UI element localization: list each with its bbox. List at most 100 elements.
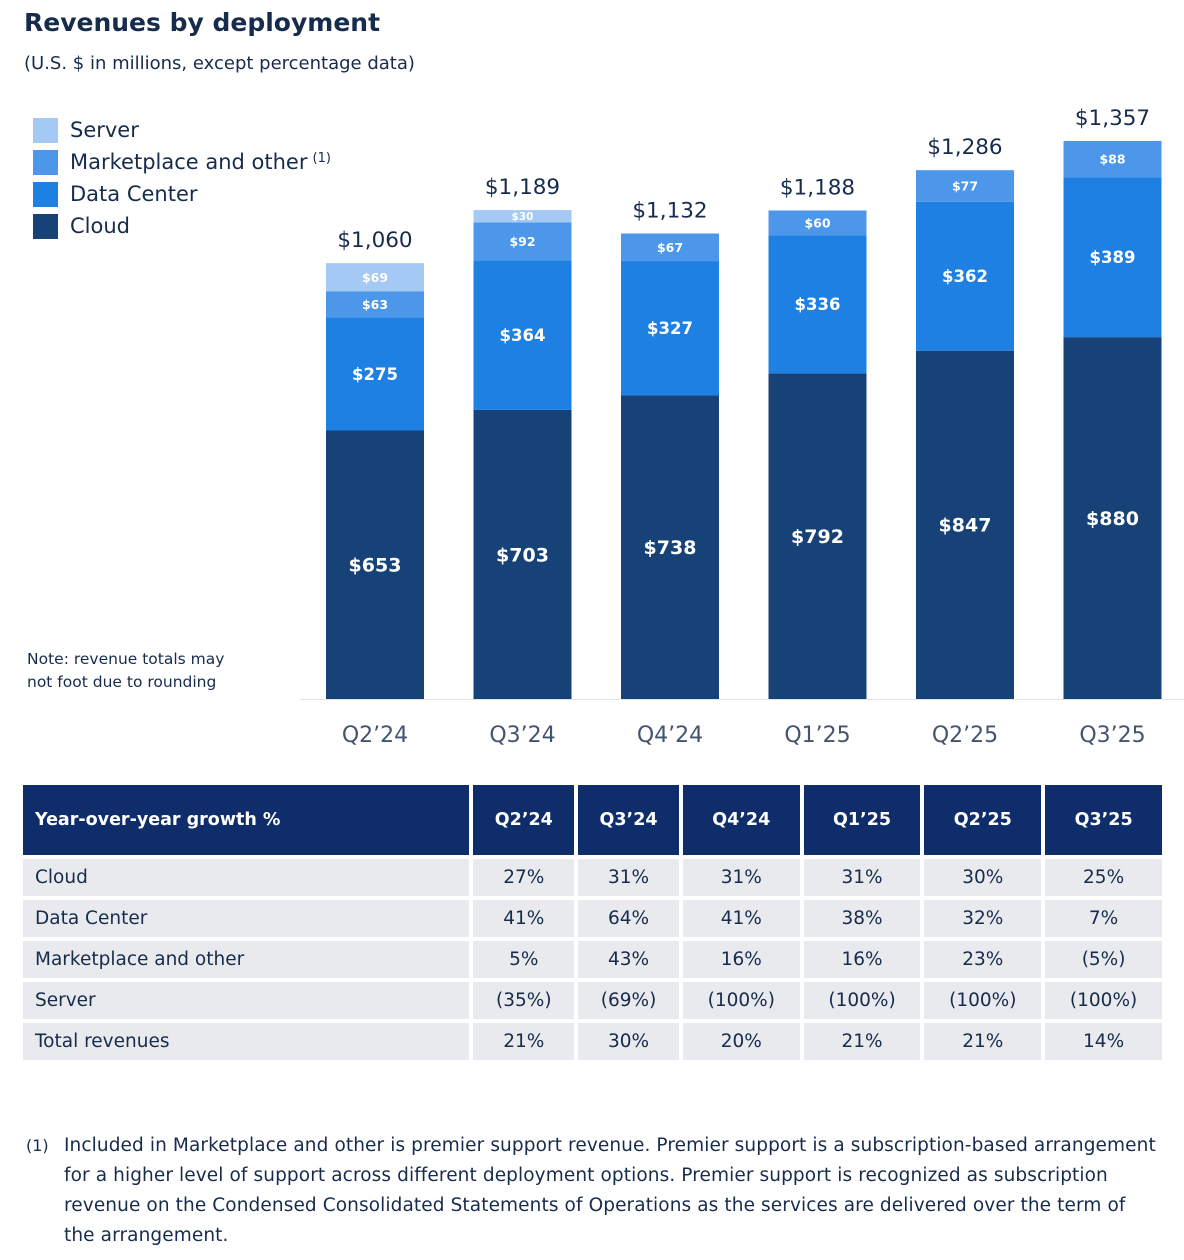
- legend-label-data-center: Data Center: [70, 182, 198, 206]
- table-cell: 23%: [924, 941, 1042, 978]
- table-row-label: Marketplace and other: [23, 941, 470, 978]
- table-cell: (100%): [1045, 982, 1162, 1019]
- legend-item-cloud: Cloud: [33, 210, 331, 242]
- table-cell: 64%: [578, 900, 679, 937]
- x-tick-label: Q1’25: [784, 723, 850, 748]
- table-cell: 30%: [578, 1023, 679, 1060]
- bar-cloud: [916, 350, 1014, 699]
- data-label-data-center: $364: [500, 326, 546, 345]
- footnote-marker: (1): [26, 1136, 49, 1155]
- table-header-row: Year-over-year growth % Q2’24 Q3’24 Q4’2…: [23, 785, 1162, 855]
- data-label-marketplace-and-other: $60: [804, 215, 830, 230]
- table-cell: 25%: [1045, 859, 1162, 896]
- footnote: (1) Included in Marketplace and other is…: [26, 1131, 1156, 1251]
- bar-marketplace-and-other: [473, 222, 572, 261]
- table-row-label: Server: [23, 982, 470, 1019]
- bar-data-center: [473, 260, 572, 410]
- data-label-cloud: $847: [939, 515, 992, 537]
- x-tick-label: Q2’24: [342, 723, 408, 748]
- bar-cloud: [326, 430, 424, 699]
- table-cell: 38%: [803, 900, 921, 937]
- table-row: Cloud 27% 31% 31% 31% 30% 25%: [23, 859, 1162, 896]
- total-label: $1,357: [1075, 106, 1150, 131]
- table-cell: 20%: [682, 1023, 800, 1060]
- x-tick-label: Q4’24: [637, 723, 703, 748]
- table-cell: 5%: [473, 941, 575, 978]
- data-label-data-center: $327: [647, 319, 693, 338]
- data-label-data-center: $336: [795, 295, 841, 314]
- table-row: Server (35%) (69%) (100%) (100%) (100%) (100%): [23, 982, 1162, 1019]
- table-header-q1-25: Q1’25: [803, 785, 921, 855]
- table-cell: 41%: [473, 900, 575, 937]
- total-label: $1,189: [485, 175, 560, 200]
- data-label-cloud: $738: [644, 537, 697, 559]
- bar-marketplace-and-other: [1063, 141, 1162, 178]
- table-cell: 41%: [682, 900, 800, 937]
- table-cell: 43%: [578, 941, 679, 978]
- bar-marketplace-and-other: [916, 170, 1014, 202]
- data-label-cloud: $653: [349, 555, 402, 577]
- footnote-text: Included in Marketplace and other is pre…: [64, 1135, 1156, 1246]
- data-label-cloud: $880: [1086, 508, 1139, 530]
- bar-server: [326, 263, 424, 292]
- table-cell: (35%): [473, 982, 575, 1019]
- legend-item-data-center: Data Center: [33, 178, 331, 210]
- total-label: $1,286: [927, 135, 1002, 160]
- bar-server: [473, 210, 572, 223]
- data-label-server: $30: [512, 211, 534, 223]
- x-tick-label: Q2’25: [932, 723, 998, 748]
- table-header-q2-24: Q2’24: [473, 785, 575, 855]
- bar-data-center: [1063, 177, 1162, 338]
- table-header-q4-24: Q4’24: [682, 785, 800, 855]
- table-cell: (5%): [1045, 941, 1162, 978]
- table-cell: 31%: [578, 859, 679, 896]
- bar-marketplace-and-other: [768, 210, 867, 236]
- data-label-marketplace-and-other: $88: [1099, 152, 1125, 167]
- total-label: $1,132: [632, 199, 707, 224]
- table-cell: 30%: [924, 859, 1042, 896]
- bar-cloud: [1063, 337, 1162, 699]
- data-label-data-center: $275: [352, 365, 398, 384]
- table-header-q3-25: Q3’25: [1045, 785, 1162, 855]
- x-tick-label: Q3’24: [489, 723, 555, 748]
- table-cell: (100%): [682, 982, 800, 1019]
- rounding-note: Note: revenue totals may not foot due to…: [27, 648, 224, 694]
- bar-data-center: [621, 261, 719, 396]
- rounding-note-line-2: not foot due to rounding: [27, 673, 217, 691]
- data-label-marketplace-and-other: $63: [362, 297, 388, 312]
- bar-data-center: [768, 235, 867, 374]
- legend-label-cloud: Cloud: [70, 214, 130, 238]
- legend-swatch-cloud: [33, 213, 58, 239]
- bar-cloud: [473, 409, 572, 699]
- yoy-growth-table: Year-over-year growth % Q2’24 Q3’24 Q4’2…: [19, 781, 1166, 1064]
- legend-footnote-marker: (1): [312, 151, 331, 166]
- table-cell: 21%: [473, 1023, 575, 1060]
- legend-item-server: Server: [33, 114, 331, 146]
- table-cell: 21%: [924, 1023, 1042, 1060]
- legend-item-marketplace: Marketplace and other (1): [33, 146, 331, 178]
- table-cell: 16%: [682, 941, 800, 978]
- data-label-data-center: $362: [942, 267, 988, 286]
- legend-swatch-marketplace: [33, 149, 58, 175]
- total-label: $1,060: [337, 228, 412, 253]
- table-row-label: Total revenues: [23, 1023, 470, 1060]
- legend-label-server: Server: [70, 118, 139, 142]
- table-header-q2-25: Q2’25: [924, 785, 1042, 855]
- table-cell: 14%: [1045, 1023, 1162, 1060]
- data-label-server: $69: [362, 270, 388, 285]
- bar-data-center: [326, 317, 424, 431]
- stacked-bar-chart: $653 $275 $63 $69 $1,060 Q2’24 $703 $364 $92 $30 $…: [300, 106, 1184, 748]
- legend-label-marketplace: Marketplace and other: [70, 150, 308, 174]
- table-cell: 27%: [473, 859, 575, 896]
- chart-subtitle: (U.S. $ in millions, except percentage d…: [24, 53, 415, 74]
- legend-swatch-data-center: [33, 181, 58, 207]
- bar-marketplace-and-other: [326, 291, 424, 318]
- data-label-marketplace-and-other: $67: [657, 240, 683, 255]
- table-row: Marketplace and other 5% 43% 16% 16% 23% (5%): [23, 941, 1162, 978]
- table-cell: (69%): [578, 982, 679, 1019]
- table-cell: 21%: [803, 1023, 921, 1060]
- table-cell: (100%): [924, 982, 1042, 1019]
- total-label: $1,188: [780, 175, 855, 200]
- bar-cloud: [768, 373, 867, 699]
- data-label-cloud: $792: [791, 526, 844, 548]
